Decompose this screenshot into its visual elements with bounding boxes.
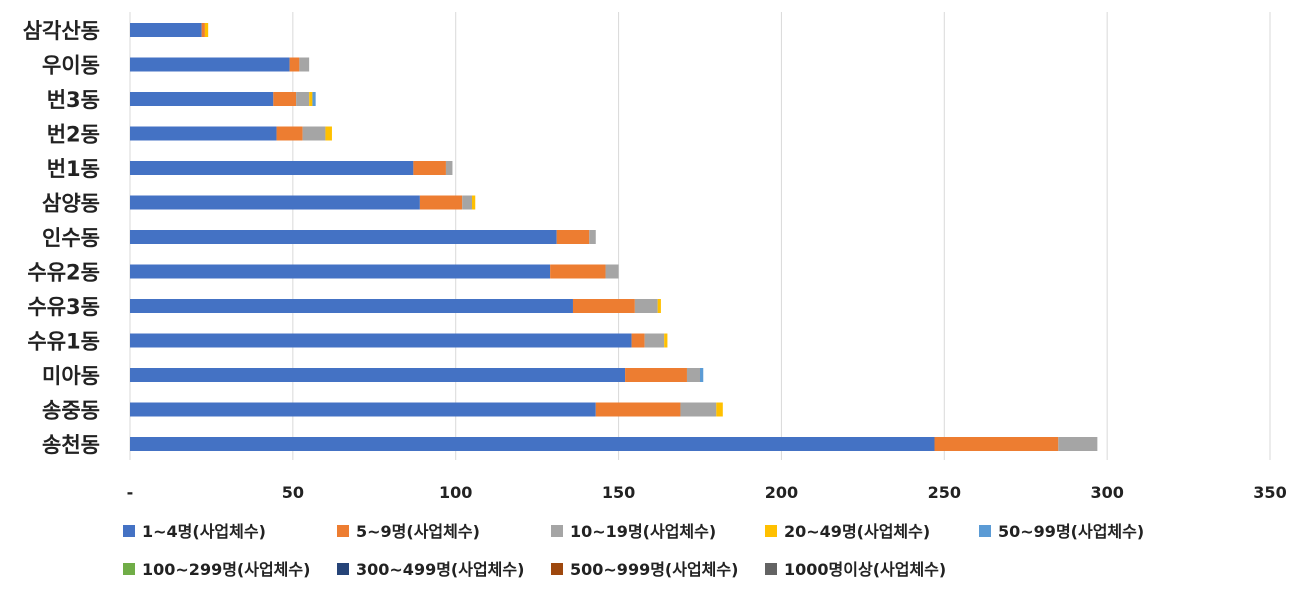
bar-segment xyxy=(934,437,1059,451)
bar-segment xyxy=(276,126,303,141)
category-label: 우이동 xyxy=(42,54,100,78)
legend-swatch xyxy=(123,525,135,537)
bar-segment xyxy=(419,195,463,210)
bar-segment xyxy=(130,402,596,417)
legend-label: 1000명이상(사업체수) xyxy=(784,560,946,579)
x-tick-label: 200 xyxy=(765,483,798,502)
legend-label: 20~49명(사업체수) xyxy=(784,522,930,541)
bar-segment xyxy=(589,230,596,244)
bar-segment xyxy=(1058,437,1098,451)
bar-segment xyxy=(631,333,645,348)
legend-swatch xyxy=(551,563,563,575)
category-label: 송천동 xyxy=(42,433,100,457)
legend: 1~4명(사업체수) 5~9명(사업체수) 10~19명(사업체수) 20~49명(사… xyxy=(123,522,1144,579)
bar-segment xyxy=(201,23,205,37)
bar-segment xyxy=(556,230,590,244)
category-labels: 삼각산동우이동번3동번2동번1동삼양동인수동수유2동수유3동수유1동미아동송중동… xyxy=(23,19,100,457)
category-label: 번1동 xyxy=(47,157,100,181)
bar-segment xyxy=(644,333,665,348)
x-tick-label: 150 xyxy=(602,483,635,502)
category-label: 번3동 xyxy=(47,88,100,112)
bar-segment xyxy=(130,161,414,175)
bar-segment xyxy=(302,126,326,141)
bar-segment xyxy=(312,92,316,106)
x-tick-label: 300 xyxy=(1090,483,1123,502)
bar-segment xyxy=(634,299,658,313)
bar-segment xyxy=(686,368,700,382)
legend-label: 1~4명(사업체수) xyxy=(142,522,266,541)
bar-segment xyxy=(325,126,332,141)
legend-label: 5~9명(사업체수) xyxy=(356,522,480,541)
category-label: 삼양동 xyxy=(42,192,100,216)
bar-segment xyxy=(716,402,723,417)
bar-segment xyxy=(445,161,453,175)
bar-segment xyxy=(625,368,687,382)
bar-segment xyxy=(472,195,476,210)
bar-segment xyxy=(130,437,935,451)
legend-swatch xyxy=(337,525,349,537)
category-label: 번2동 xyxy=(47,123,100,147)
bar-segment xyxy=(309,92,313,106)
bar-segment xyxy=(130,57,290,72)
bar-segment xyxy=(130,195,420,210)
bar-segment xyxy=(130,264,551,279)
bar-segment xyxy=(130,92,274,106)
bar-segment xyxy=(462,195,472,210)
category-label: 수유1동 xyxy=(27,330,100,354)
legend-label: 10~19명(사업체수) xyxy=(570,522,716,541)
legend-label: 300~499명(사업체수) xyxy=(356,560,524,579)
category-label: 인수동 xyxy=(42,226,100,250)
bar-segment xyxy=(130,333,632,348)
legend-swatch xyxy=(765,525,777,537)
legend-swatch xyxy=(551,525,563,537)
bar-segment xyxy=(130,23,202,37)
category-label: 수유3동 xyxy=(27,295,100,319)
bar-segment xyxy=(413,161,446,175)
bar-segment xyxy=(680,402,717,417)
legend-label: 500~999명(사업체수) xyxy=(570,560,738,579)
bar-segment xyxy=(700,368,704,382)
x-axis-ticks: - 50 100 150 200 250 300 350 xyxy=(127,483,1287,502)
bar-segment xyxy=(550,264,606,279)
bar-segment xyxy=(296,92,310,106)
bar-segment xyxy=(595,402,681,417)
legend-swatch xyxy=(123,563,135,575)
legend-swatch xyxy=(337,563,349,575)
bar-segment xyxy=(130,126,277,141)
bar-segment xyxy=(657,299,661,313)
category-label: 수유2동 xyxy=(27,261,100,285)
x-tick-label: 100 xyxy=(439,483,472,502)
bar-segment xyxy=(664,333,668,348)
bar-segment xyxy=(204,23,209,37)
x-tick-label: 350 xyxy=(1253,483,1286,502)
legend-swatch xyxy=(765,563,777,575)
legend-label: 100~299명(사업체수) xyxy=(142,560,310,579)
category-label: 삼각산동 xyxy=(23,19,100,43)
bar-segment xyxy=(299,57,310,72)
bars xyxy=(130,23,1098,451)
legend-swatch xyxy=(979,525,991,537)
bar-segment xyxy=(130,299,573,313)
x-tick-label: 250 xyxy=(928,483,961,502)
x-tick-label: - xyxy=(127,483,134,502)
category-label: 송중동 xyxy=(42,399,100,423)
category-label: 미아동 xyxy=(42,364,100,388)
bar-segment xyxy=(289,57,300,72)
legend-label: 50~99명(사업체수) xyxy=(998,522,1144,541)
bar-segment xyxy=(130,230,557,244)
bar-segment xyxy=(273,92,297,106)
bar-segment xyxy=(572,299,635,313)
bar-segment xyxy=(605,264,619,279)
x-tick-label: 50 xyxy=(282,483,304,502)
bar-segment xyxy=(130,368,626,382)
